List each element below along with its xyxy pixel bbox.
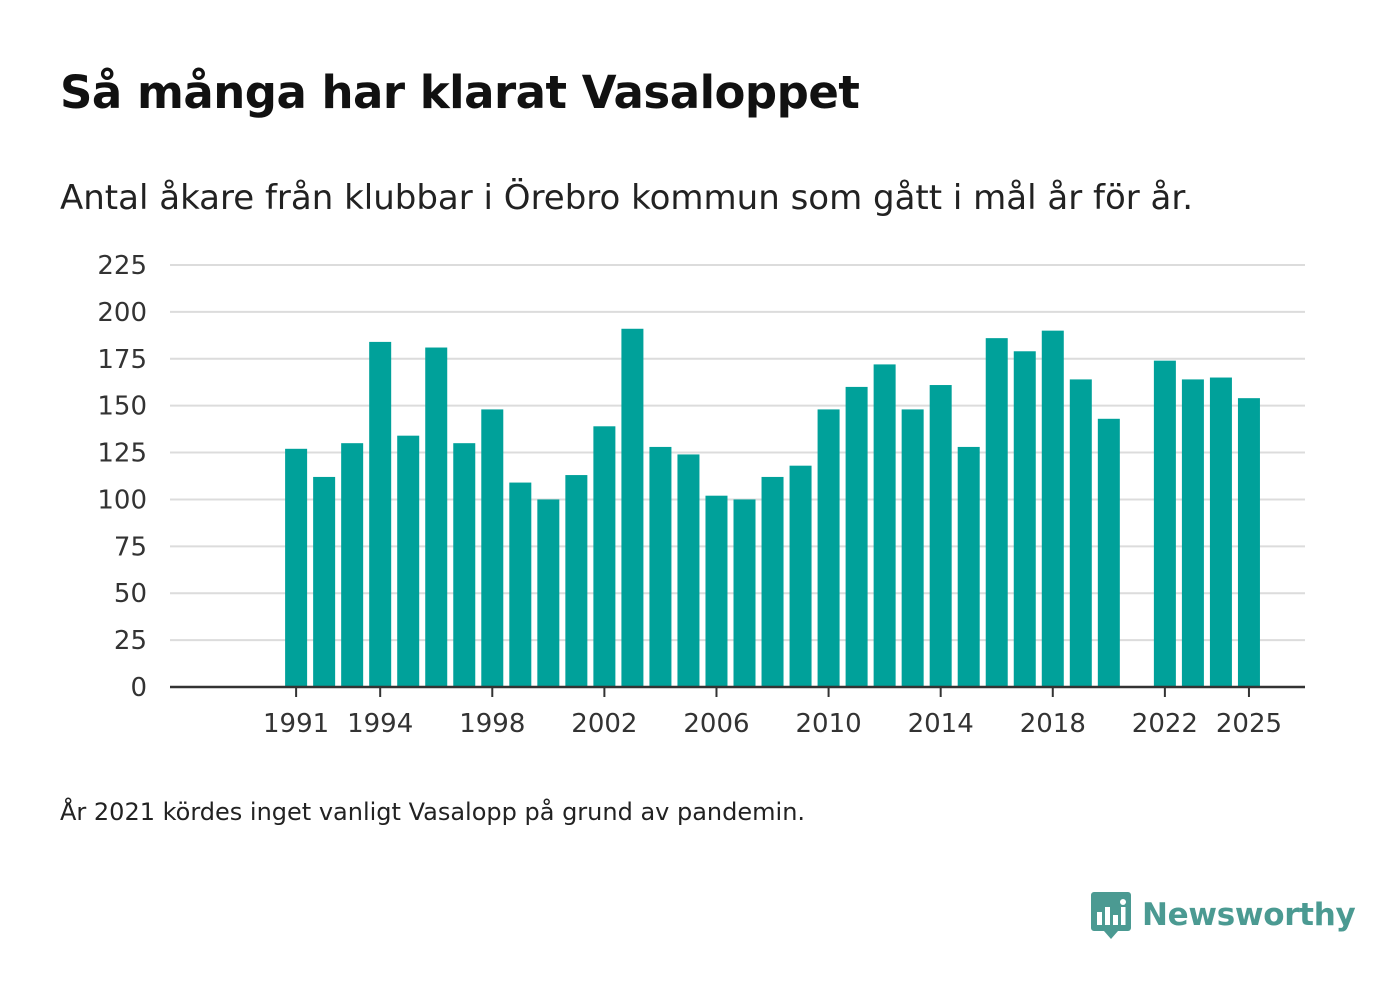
y-tick-label: 100 <box>97 485 147 515</box>
bar-1994 <box>369 341 392 687</box>
bar-2015 <box>957 446 980 687</box>
x-tick-label: 2010 <box>795 709 861 739</box>
newsworthy-logo-icon <box>1091 892 1131 939</box>
y-tick-label: 0 <box>130 673 147 703</box>
y-axis-labels: 0 25 50 75 100 125 150 175 200 225 <box>97 251 147 703</box>
y-tick-label: 75 <box>114 532 147 562</box>
y-tick-label: 200 <box>97 298 147 328</box>
bar-2013 <box>901 409 924 687</box>
x-tick-label: 2018 <box>1020 709 1086 739</box>
bar-2018 <box>1041 330 1064 687</box>
bar-2016 <box>985 338 1008 687</box>
footnote: År 2021 kördes inget vanligt Vasalopp på… <box>60 798 806 826</box>
bar-2025 <box>1237 398 1260 687</box>
bar-2007 <box>733 499 756 687</box>
x-tick-label: 2002 <box>571 709 637 739</box>
bar-2010 <box>817 409 840 687</box>
y-tick-label: 175 <box>97 345 147 375</box>
bar-2005 <box>677 454 700 687</box>
bar-1991 <box>285 448 308 687</box>
bar-1997 <box>453 443 476 687</box>
y-tick-label: 25 <box>114 626 147 656</box>
chart-subtitle: Antal åkare från klubbar i Örebro kommun… <box>60 178 1194 218</box>
brand-logo: Newsworthy <box>1090 890 1356 940</box>
bar-1999 <box>509 482 532 687</box>
bar-2001 <box>565 475 588 687</box>
x-tick-label: 2025 <box>1216 709 1282 739</box>
x-tick-label: 2006 <box>683 709 749 739</box>
bar-1992 <box>313 476 336 687</box>
x-tick-label: 1994 <box>347 709 413 739</box>
bar-chart: 0 25 50 75 100 125 150 175 200 225 1991 1994 1998 20… <box>97 251 1305 739</box>
bar-2017 <box>1013 351 1036 687</box>
bar-2019 <box>1069 379 1092 687</box>
bar-2006 <box>705 495 728 687</box>
y-tick-label: 150 <box>97 392 147 422</box>
bar-2024 <box>1209 377 1232 687</box>
bar-2008 <box>761 476 784 687</box>
bar-1993 <box>341 443 364 687</box>
bar-2012 <box>873 364 896 687</box>
bar-1995 <box>397 435 420 687</box>
x-tick-label: 1998 <box>459 709 525 739</box>
chart-title: Så många har klarat Vasaloppet <box>60 66 860 119</box>
bar-1996 <box>425 347 448 687</box>
bar-2009 <box>789 465 812 687</box>
brand-name: Newsworthy <box>1142 897 1356 933</box>
bar-2011 <box>845 386 868 687</box>
y-tick-label: 50 <box>114 579 147 609</box>
x-tick-label: 2014 <box>908 709 974 739</box>
bar-2004 <box>649 446 672 687</box>
bar-2002 <box>593 426 616 687</box>
x-axis <box>170 685 1305 697</box>
bar-2014 <box>929 385 952 687</box>
bar-2023 <box>1181 379 1204 687</box>
x-tick-label: 2022 <box>1132 709 1198 739</box>
bar-2020 <box>1097 418 1120 687</box>
x-tick-label: 1991 <box>263 709 329 739</box>
bar-2022 <box>1153 360 1176 687</box>
y-tick-label: 125 <box>97 439 147 469</box>
x-axis-labels: 1991 1994 1998 2002 2006 2010 2014 2018 2022 2025 <box>263 709 1282 739</box>
bar-2003 <box>621 328 644 687</box>
bar-2000 <box>537 499 560 687</box>
y-tick-label: 225 <box>97 251 147 281</box>
bars <box>285 328 1260 687</box>
bar-1998 <box>481 409 504 687</box>
